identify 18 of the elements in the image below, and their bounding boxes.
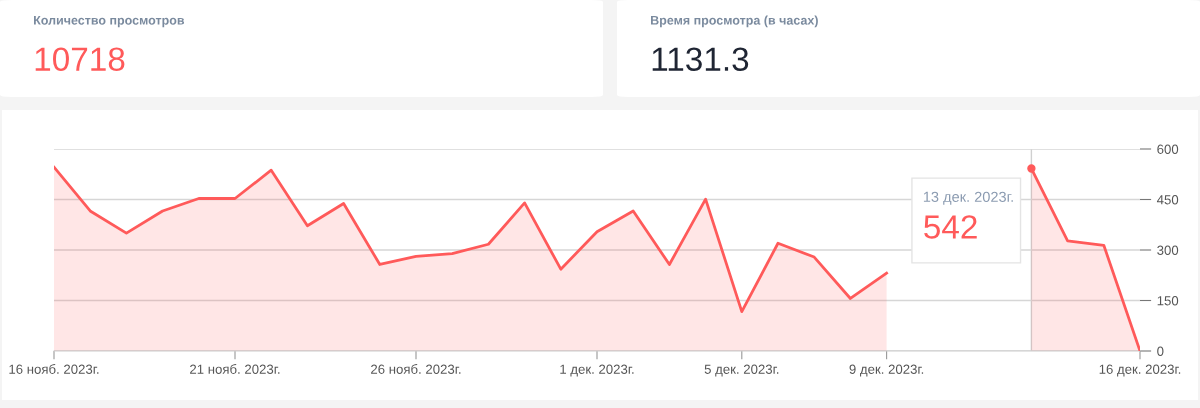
x-tick-label: 16 нояб. 2023г. xyxy=(9,364,99,374)
x-tick-label: 5 дек. 2023г. xyxy=(704,364,779,377)
annotation: 13 дек. 2023г. xyxy=(923,191,1013,205)
y-tick-label: 450 xyxy=(1156,195,1179,205)
y-tick-label: 300 xyxy=(1157,245,1179,255)
y-tick-label: 150 xyxy=(1157,296,1179,306)
text: Количество просмотров xyxy=(34,15,185,28)
y-tick-label: 0 xyxy=(1157,346,1164,356)
text: Время просмотра (в часах) xyxy=(651,15,818,28)
x-tick-label: 9 дек. 2023г. xyxy=(849,364,924,377)
x-tick-label: 16 дек. 2023г. xyxy=(1099,364,1181,377)
text: 10718 xyxy=(35,47,125,72)
x-tick-label: 1 дек. 2023г. xyxy=(560,364,634,377)
text: 1131.3 xyxy=(652,47,749,72)
annotation: 542 xyxy=(924,215,977,239)
x-tick-label: 26 нояб. 2023г. xyxy=(371,364,461,374)
x-tick-label: 21 нояб. 2023г. xyxy=(190,364,280,374)
y-tick-label: 600 xyxy=(1157,144,1179,154)
